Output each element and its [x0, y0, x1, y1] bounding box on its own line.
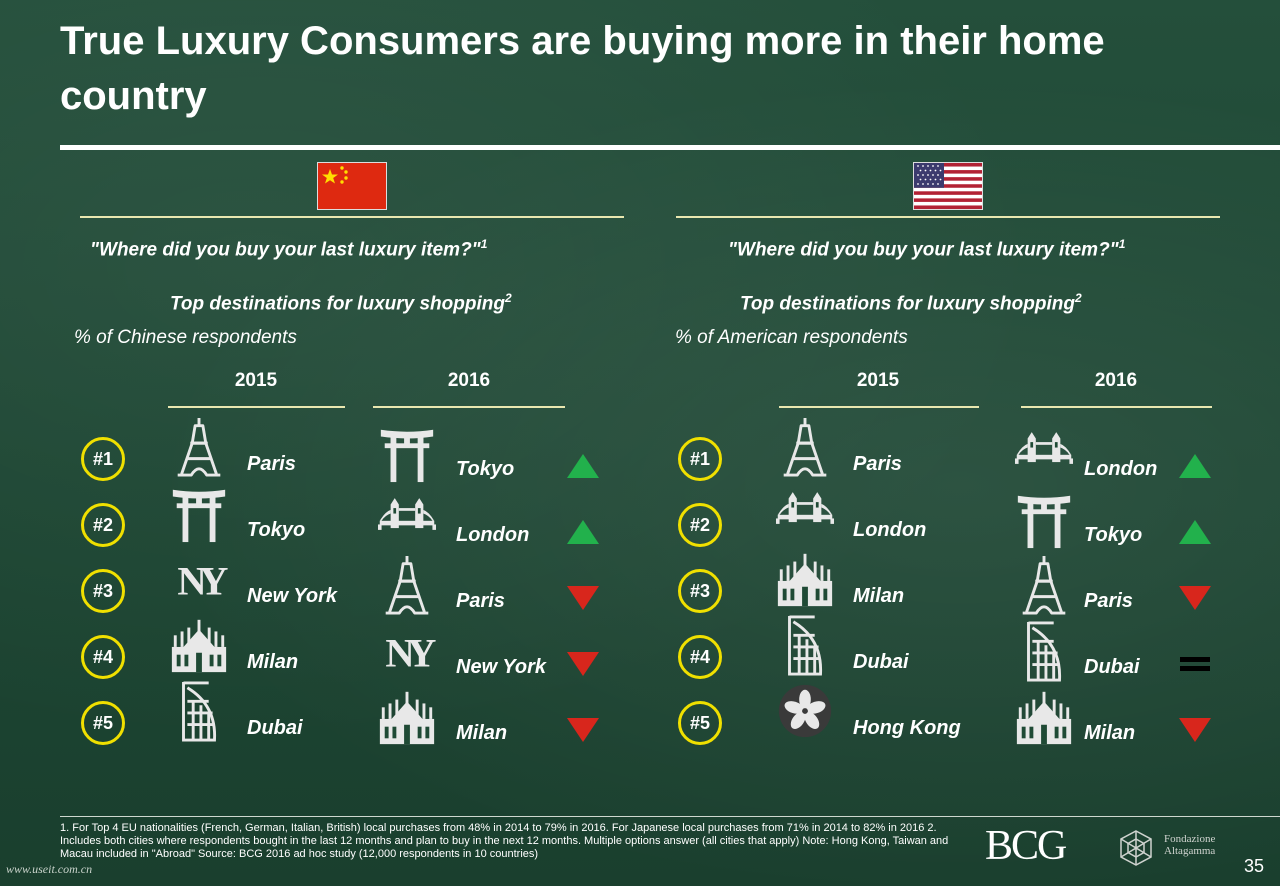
milan-cathedral-icon: [1016, 691, 1072, 745]
usa-flag-icon: [914, 163, 982, 209]
section-divider: [676, 216, 1220, 218]
ny-logo-icon: [177, 558, 228, 604]
city-2016: Paris: [456, 590, 505, 612]
rank-badge: #3: [678, 569, 722, 613]
year-2015-underline: [779, 406, 979, 408]
trend-up-icon: [567, 520, 599, 544]
city-2016: Tokyo: [1084, 524, 1143, 546]
torii-gate-icon: [172, 489, 226, 543]
rank-badge: #1: [678, 437, 722, 481]
rank-badge: #5: [81, 701, 125, 745]
city-2016: New York: [456, 656, 547, 678]
trend-equal-icon: [1180, 657, 1210, 671]
city-2015: Paris: [853, 453, 902, 475]
year-2015-label: 2015: [234, 370, 278, 391]
city-2015: Hong Kong: [853, 717, 961, 739]
trend-up-icon: [1179, 454, 1211, 478]
respondents-label: % of American respondents: [675, 327, 908, 348]
city-2015: Dubai: [247, 717, 303, 739]
trend-down-icon: [567, 718, 599, 742]
trend-down-icon: [1179, 586, 1211, 610]
burj-al-arab-icon: [182, 680, 217, 742]
ny-logo-icon: [385, 630, 436, 676]
city-2016: Paris: [1084, 590, 1133, 612]
footer-divider: [60, 816, 1280, 817]
bcg-logo: BCG: [985, 823, 1067, 869]
trend-down-icon: [567, 586, 599, 610]
rank-badge: #1: [81, 437, 125, 481]
city-2015: Tokyo: [247, 519, 306, 541]
city-2016: Milan: [1084, 722, 1136, 744]
city-2016: Dubai: [1084, 656, 1140, 678]
footnote-ref-1: 1: [480, 237, 488, 251]
milan-cathedral-icon: [171, 619, 227, 673]
burj-al-arab-icon: [788, 614, 823, 676]
survey-question-text: "Where did you buy your last luxury item…: [728, 239, 1119, 261]
eiffel-tower-icon: [176, 416, 222, 477]
survey-question: "Where did you buy your last luxury item…: [728, 237, 1125, 261]
year-2015-underline: [168, 406, 345, 408]
top-destinations-text: Top destinations for luxury shopping: [170, 293, 505, 315]
torii-gate-icon: [1017, 495, 1071, 549]
fondazione-altagamma-text: Fondazione Altagamma: [1164, 833, 1215, 857]
city-2015: Dubai: [853, 651, 909, 673]
city-2016: Milan: [456, 722, 508, 744]
trend-down-icon: [1179, 718, 1211, 742]
milan-cathedral-icon: [777, 553, 833, 607]
rank-badge: #2: [678, 503, 722, 547]
tower-bridge-icon: [775, 492, 835, 524]
fondazione-line-2: Altagamma: [1164, 845, 1216, 857]
year-2016-underline: [373, 406, 565, 408]
china-flag: [317, 162, 387, 210]
trend-up-icon: [1179, 520, 1211, 544]
rank-badge: #4: [678, 635, 722, 679]
title-divider: [60, 145, 1280, 150]
china-flag-icon: [318, 163, 386, 209]
watermark: www.useit.com.cn: [6, 862, 93, 876]
eiffel-tower-icon: [1021, 554, 1067, 615]
eiffel-tower-icon: [782, 416, 828, 477]
burj-al-arab-icon: [1027, 620, 1062, 682]
page-number: 35: [1244, 856, 1265, 876]
eiffel-tower-icon: [384, 554, 430, 615]
footnote-ref-1: 1: [1118, 237, 1126, 251]
top-destinations-heading: Top destinations for luxury shopping2: [170, 291, 512, 315]
city-2016: London: [1084, 458, 1158, 480]
city-2015: Milan: [247, 651, 299, 673]
year-2016-label: 2016: [1094, 370, 1138, 391]
year-2016-label: 2016: [447, 370, 491, 391]
footnote-ref-2: 2: [1074, 291, 1082, 305]
city-2015: Milan: [853, 585, 905, 607]
survey-question-text: "Where did you buy your last luxury item…: [90, 239, 481, 261]
trend-down-icon: [567, 652, 599, 676]
year-2015-label: 2015: [856, 370, 900, 391]
year-2016-underline: [1021, 406, 1212, 408]
city-2015: London: [853, 519, 927, 541]
survey-question: "Where did you buy your last luxury item…: [90, 237, 487, 261]
city-2016: London: [456, 524, 530, 546]
page-title: True Luxury Consumers are buying more in…: [60, 19, 1105, 118]
footnote-ref-2: 2: [504, 291, 512, 305]
top-destinations-heading: Top destinations for luxury shopping2: [740, 291, 1082, 315]
section-divider: [80, 216, 624, 218]
torii-gate-icon: [380, 429, 434, 483]
fondazione-line-1: Fondazione: [1164, 833, 1216, 845]
rank-badge: #3: [81, 569, 125, 613]
city-2016: Tokyo: [456, 458, 515, 480]
usa-flag: [913, 162, 983, 210]
top-destinations-text: Top destinations for luxury shopping: [740, 293, 1075, 315]
city-2015: Paris: [247, 453, 296, 475]
hong-kong-flower-icon: [778, 684, 832, 738]
milan-cathedral-icon: [379, 691, 435, 745]
fondazione-altagamma-logo-icon: [1120, 830, 1152, 866]
rank-badge: #2: [81, 503, 125, 547]
trend-up-icon: [567, 454, 599, 478]
rank-badge: #5: [678, 701, 722, 745]
tower-bridge-icon: [377, 498, 437, 530]
rank-badge: #4: [81, 635, 125, 679]
footnote: 1. For Top 4 EU nationalities (French, G…: [60, 822, 949, 860]
city-2015: New York: [247, 585, 338, 607]
respondents-label: % of Chinese respondents: [74, 327, 297, 348]
tower-bridge-icon: [1014, 432, 1074, 464]
